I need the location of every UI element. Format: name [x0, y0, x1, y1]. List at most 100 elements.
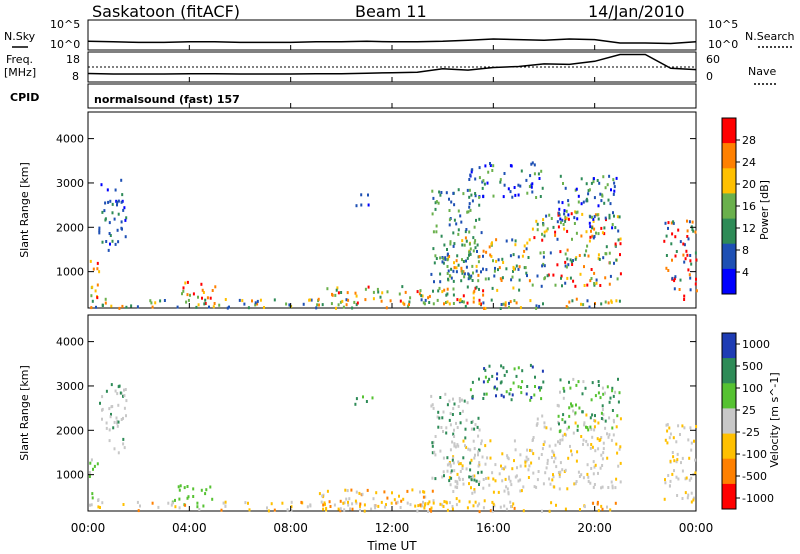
power-scatter-cell	[117, 240, 120, 244]
velocity-scatter-cell	[599, 466, 602, 470]
velocity-scatter-cell	[328, 500, 331, 504]
velocity-scatter-cell	[564, 420, 567, 424]
velocity-scatter-cell	[453, 428, 455, 432]
freq-line	[87, 53, 697, 75]
power-scatter-cell	[256, 299, 259, 303]
power-scatter-cell	[409, 296, 412, 300]
power-scatter-cell	[531, 190, 534, 194]
velocity-scatter-cell	[220, 508, 223, 512]
velocity-scatter-cell	[122, 394, 124, 398]
power-scatter-cell	[455, 270, 458, 274]
power-scatter-cell	[603, 232, 606, 236]
power-scatter-cell	[492, 259, 494, 263]
power-scatter-cell	[588, 305, 591, 309]
velocity-scatter-cell	[363, 509, 366, 513]
power-scatter-cell	[468, 250, 471, 254]
velocity-scatter-cell	[454, 485, 457, 489]
power-scatter-cell	[593, 282, 596, 285]
velocity-scatter-cell	[325, 508, 328, 512]
velocity-scatter-cell	[676, 452, 679, 456]
power-scatter-cell	[600, 226, 603, 230]
velocity-scatter-cell	[608, 400, 611, 404]
velocity-scatter-cell	[323, 501, 326, 505]
power-scatter-cell	[446, 292, 449, 296]
velocity-scatter-cell	[458, 476, 461, 480]
power-scatter-cell	[492, 164, 495, 168]
velocity-scatter-cell	[123, 394, 126, 398]
velocity-scatter-cell	[506, 454, 509, 458]
power-scatter-cell	[476, 243, 479, 247]
noise-line	[87, 38, 697, 45]
velocity-scatter-cell	[593, 428, 596, 432]
power-scatter-cell	[543, 230, 546, 234]
velocity-scatter-cell	[619, 480, 622, 484]
power-scatter-cell	[379, 295, 382, 299]
power-scatter-cell	[526, 274, 528, 278]
velocity-scatter-cell	[503, 373, 506, 377]
velocity-scatter-cell	[512, 502, 515, 506]
velocity-scatter-cell	[482, 478, 485, 481]
power-scatter-cell	[254, 301, 257, 305]
velocity-scatter-cell	[503, 489, 506, 493]
power-scatter-cell	[511, 238, 514, 242]
power-scatter-cell	[686, 253, 689, 257]
velocity-scatter-cell	[482, 397, 485, 400]
power-scatter-cell	[591, 234, 594, 238]
power-scatter-cell	[478, 298, 481, 302]
velocity-scatter-cell	[516, 466, 518, 470]
power-scatter-cell	[360, 193, 363, 197]
colorbar-tick-label: -25	[742, 426, 760, 439]
power-scatter-cell	[694, 230, 697, 234]
velocity-scatter-cell	[567, 456, 570, 460]
power-scatter-cell	[201, 288, 204, 292]
power-scatter-cell	[389, 299, 392, 303]
velocity-scatter-cell	[676, 494, 679, 497]
power-scatter-cell	[529, 299, 532, 303]
velocity-scatter-cell	[676, 458, 679, 462]
velocity-scatter-cell	[445, 426, 448, 430]
velocity-scatter-cell	[526, 448, 529, 452]
velocity-scatter-cell	[548, 444, 551, 448]
power-scatter-cell	[466, 210, 469, 214]
velocity-scatter-cell	[339, 509, 342, 513]
velocity-scatter-cell	[565, 433, 567, 437]
colorbar-tick-label: 500	[742, 360, 763, 373]
velocity-scatter-cell	[495, 394, 497, 398]
y-tick-label: 1000	[56, 469, 84, 482]
velocity-scatter-cell	[615, 442, 618, 446]
power-scatter-cell	[468, 178, 471, 181]
power-scatter-cell	[354, 291, 357, 295]
power-scatter-cell	[562, 223, 565, 226]
velocity-scatter-cell	[515, 374, 518, 378]
velocity-scatter-cell	[471, 380, 474, 384]
power-scatter-cell	[437, 289, 440, 293]
velocity-scatter-cell	[184, 503, 187, 507]
velocity-scatter-cell	[690, 476, 693, 480]
power-scatter-cell	[554, 230, 557, 234]
power-scatter-cell	[336, 286, 339, 290]
power-scatter-cell	[674, 275, 677, 279]
power-scatter-cell	[537, 172, 540, 176]
power-scatter-cell	[590, 229, 592, 233]
power-scatter-cell	[195, 305, 198, 309]
velocity-scatter-cell	[349, 507, 351, 511]
power-scatter-cell	[604, 216, 607, 220]
power-scatter-cell	[182, 289, 185, 293]
power-scatter-cell	[482, 301, 485, 305]
velocity-scatter-cell	[101, 407, 104, 411]
power-scatter-cell	[473, 241, 476, 245]
power-scatter-cell	[117, 212, 120, 216]
power-scatter-cell	[432, 230, 435, 234]
power-scatter-cell	[589, 235, 592, 239]
velocity-scatter-cell	[568, 414, 571, 418]
velocity-scatter-cell	[484, 375, 487, 379]
velocity-scatter-cell	[431, 441, 434, 445]
velocity-scatter-cell	[468, 482, 470, 486]
power-scatter-cell	[457, 188, 460, 192]
velocity-scatter-cell	[532, 436, 535, 439]
velocity-scatter-cell	[594, 414, 596, 418]
power-scatter-cell	[606, 183, 609, 187]
velocity-scatter-cell	[668, 426, 671, 430]
power-scatter-cell	[468, 188, 471, 192]
